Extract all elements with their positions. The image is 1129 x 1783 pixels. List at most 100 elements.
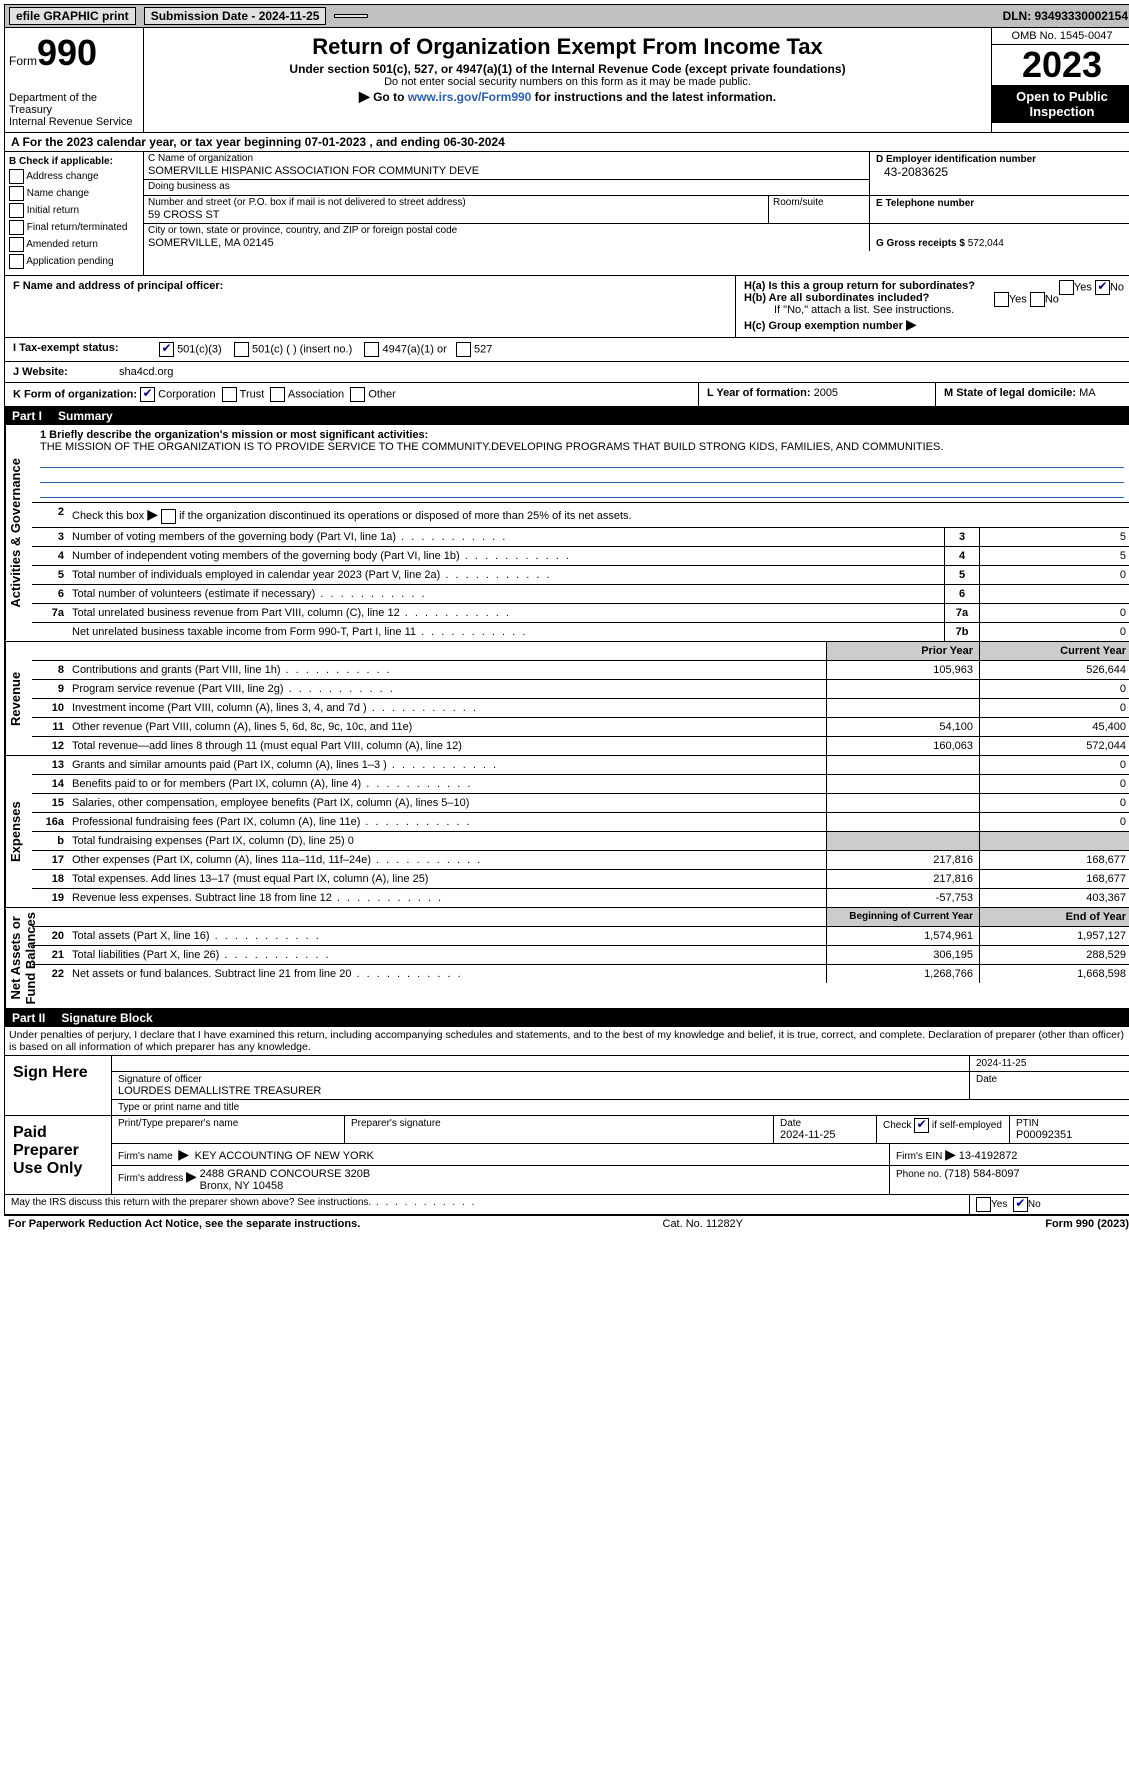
ha-yes-check[interactable] <box>1059 280 1074 295</box>
ha-label: H(a) Is this a group return for subordin… <box>744 280 975 292</box>
box-b-label: B Check if applicable: <box>9 156 113 167</box>
header-left: Form990 Department of the Treasury Inter… <box>5 28 144 132</box>
chk-amended-return[interactable]: Amended return <box>9 237 139 252</box>
street-label: Number and street (or P.O. box if mail i… <box>144 196 768 209</box>
v20c: 1,957,127 <box>979 927 1129 945</box>
v19p: -57,753 <box>826 889 979 907</box>
v16bp <box>826 832 979 850</box>
row-klm: K Form of organization: Corporation Trus… <box>4 383 1129 407</box>
line16a: Professional fundraising fees (Part IX, … <box>68 813 826 831</box>
hb-yes-check[interactable] <box>994 292 1009 307</box>
line12: Total revenue—add lines 8 through 11 (mu… <box>68 737 826 755</box>
chk-app-pending[interactable]: Application pending <box>9 254 139 269</box>
tax-year: 2023 <box>992 45 1129 85</box>
line13: Grants and similar amounts paid (Part IX… <box>68 756 826 774</box>
val3: 5 <box>979 528 1129 546</box>
firm-name: KEY ACCOUNTING OF NEW YORK <box>195 1150 374 1162</box>
chk-527[interactable] <box>456 342 471 357</box>
blank-button[interactable] <box>334 14 368 18</box>
year-formation-label: L Year of formation: <box>707 387 811 399</box>
side-revenue: Revenue <box>5 642 32 755</box>
val7b: 0 <box>979 623 1129 641</box>
chk-final-return[interactable]: Final return/terminated <box>9 220 139 235</box>
v16bc <box>979 832 1129 850</box>
efile-print-button[interactable]: efile GRAPHIC print <box>9 7 136 25</box>
v11p: 54,100 <box>826 718 979 736</box>
line3: Number of voting members of the governin… <box>68 528 944 546</box>
prior-year-hdr: Prior Year <box>826 642 979 660</box>
row-i: I Tax-exempt status: 501(c)(3) 501(c) ( … <box>4 338 1129 362</box>
hb-no-check[interactable] <box>1030 292 1045 307</box>
v12c: 572,044 <box>979 737 1129 755</box>
part1-label: Part I <box>12 409 42 423</box>
firm-phone-label: Phone no. <box>896 1169 942 1180</box>
omb-number: OMB No. 1545-0047 <box>992 28 1129 45</box>
officer-label: F Name and address of principal officer: <box>13 280 223 292</box>
header-mid: Return of Organization Exempt From Incom… <box>144 28 991 132</box>
v11c: 45,400 <box>979 718 1129 736</box>
line2: Check this box ▶ if the organization dis… <box>72 510 632 522</box>
dln-label: DLN: 93493330002154 <box>1003 9 1128 23</box>
v19c: 403,367 <box>979 889 1129 907</box>
gross-receipts-value: 572,044 <box>968 238 1004 249</box>
discuss-no-check[interactable] <box>1013 1197 1028 1212</box>
v12p: 160,063 <box>826 737 979 755</box>
chk-discontinued[interactable] <box>161 509 176 524</box>
irs-link[interactable]: www.irs.gov/Form990 <box>408 90 532 104</box>
ptin-label: PTIN <box>1016 1118 1039 1129</box>
prep-name-label: Print/Type preparer's name <box>118 1118 238 1129</box>
section-bcde: B Check if applicable: Address change Na… <box>4 152 1129 276</box>
current-year-hdr: Current Year <box>979 642 1129 660</box>
box-b: B Check if applicable: Address change Na… <box>5 152 144 275</box>
row-fgh: F Name and address of principal officer:… <box>4 276 1129 338</box>
v20p: 1,574,961 <box>826 927 979 945</box>
page-footer: For Paperwork Reduction Act Notice, see … <box>4 1215 1129 1232</box>
website-label: J Website: <box>13 366 68 378</box>
chk-self-employed[interactable] <box>914 1118 929 1133</box>
side-net-assets: Net Assets or Fund Balances <box>5 908 32 1008</box>
val6 <box>979 585 1129 603</box>
line1-mission: 1 Briefly describe the organization's mi… <box>32 425 1129 502</box>
firm-addr-label: Firm's address <box>118 1173 183 1184</box>
chk-501c[interactable] <box>234 342 249 357</box>
v18c: 168,677 <box>979 870 1129 888</box>
chk-address-change[interactable]: Address change <box>9 169 139 184</box>
discuss-yes-check[interactable] <box>976 1197 991 1212</box>
v21p: 306,195 <box>826 946 979 964</box>
v8p: 105,963 <box>826 661 979 679</box>
dba-label: Doing business as <box>144 180 869 193</box>
chk-initial-return[interactable]: Initial return <box>9 203 139 218</box>
v9p <box>826 680 979 698</box>
chk-trust[interactable] <box>222 387 237 402</box>
form-title: Return of Organization Exempt From Incom… <box>152 34 983 60</box>
line22: Net assets or fund balances. Subtract li… <box>68 965 826 983</box>
chk-assoc[interactable] <box>270 387 285 402</box>
begyr-hdr: Beginning of Current Year <box>826 908 979 926</box>
chk-other[interactable] <box>350 387 365 402</box>
ein-label: D Employer identification number <box>876 154 1036 165</box>
goto-post: for instructions and the latest informat… <box>531 90 776 104</box>
v22c: 1,668,598 <box>979 965 1129 983</box>
chk-501c3[interactable] <box>159 342 174 357</box>
line4: Number of independent voting members of … <box>68 547 944 565</box>
v14p <box>826 775 979 793</box>
firm-addr: 2488 GRAND CONCOURSE 320B Bronx, NY 1045… <box>200 1168 371 1192</box>
arrow-icon: ▶ <box>359 88 370 104</box>
gross-receipts-label: G Gross receipts $ <box>876 238 965 249</box>
val7a: 0 <box>979 604 1129 622</box>
hb-label: H(b) Are all subordinates included? <box>744 292 929 304</box>
website-value: sha4cd.org <box>119 366 173 378</box>
val4: 5 <box>979 547 1129 565</box>
form-label: Form <box>9 54 37 68</box>
chk-name-change[interactable]: Name change <box>9 186 139 201</box>
prep-sig-label: Preparer's signature <box>351 1118 441 1129</box>
v16ap <box>826 813 979 831</box>
declaration: Under penalties of perjury, I declare th… <box>4 1027 1129 1056</box>
sig-date: 2024-11-25 <box>976 1058 1026 1069</box>
chk-4947[interactable] <box>364 342 379 357</box>
chk-corp[interactable] <box>140 387 155 402</box>
part2-title: Signature Block <box>61 1011 152 1025</box>
submission-date-button[interactable]: Submission Date - 2024-11-25 <box>144 7 327 25</box>
box-cde: C Name of organization SOMERVILLE HISPAN… <box>144 152 1129 275</box>
ha-no-check[interactable] <box>1095 280 1110 295</box>
